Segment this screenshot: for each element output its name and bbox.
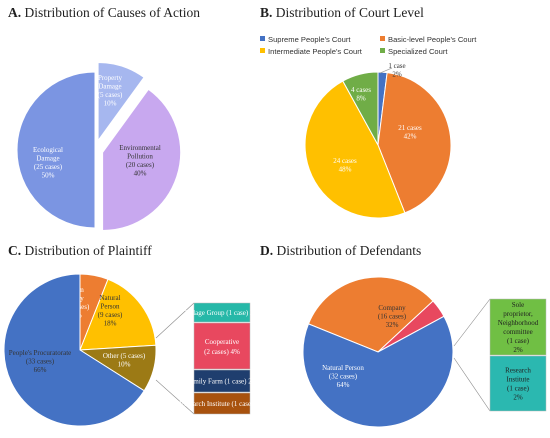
legend-label: Specialized Court (388, 47, 448, 56)
connector-line (453, 298, 491, 347)
legend-label: Supreme People's Court (268, 35, 351, 44)
slice-label: Property Damage (5 cases) 10% (98, 74, 123, 108)
slice-label: Natural Person (32 cases) 64% (322, 364, 364, 389)
breakdown-box (193, 392, 251, 415)
legend-swatch (260, 48, 265, 53)
slice-label: Other (5 cases) 10% (103, 352, 146, 369)
breakdown-box (489, 355, 547, 412)
slice-label: People's Procuratorate (33 cases) 66% (9, 349, 72, 374)
pie-slice (97, 61, 145, 143)
slice-label: Natural Person (9 cases) 18% (98, 294, 123, 328)
legend-swatch (260, 36, 265, 41)
breakdown-label: Research Institute (1 case) 2% (505, 367, 531, 402)
panel-b-legend: Supreme People's Court Basic-level People… (260, 35, 477, 56)
pie-slice (3, 273, 145, 427)
panel-b-pie: 21 cases 42% 24 cases 48% 4 cases 8% 1 case 2% (304, 62, 452, 219)
legend-label: Intermediate People's Court (268, 47, 363, 56)
breakdown-label: Research Institute (1 case) 2% (179, 400, 264, 408)
panel-a-title: A. Distribution of Causes of Action (8, 5, 200, 20)
pie-slice (304, 80, 406, 219)
panel-d-title: D. Distribution of Defendants (260, 243, 421, 258)
panel-b-title: B. Distribution of Court Level (260, 5, 424, 20)
breakdown-box (489, 298, 547, 356)
panel-a-pie: Property Damage (5 cases) 10% Environmental P… (16, 61, 182, 231)
connector-line (155, 379, 195, 415)
pie-slice (16, 71, 96, 229)
pie-slice (377, 72, 452, 214)
slice-label: 1 case 2% (388, 62, 405, 79)
slice-label: 4 cases 8% (351, 86, 371, 103)
slice-label: 24 cases 48% (333, 157, 357, 174)
pie-slice (307, 276, 434, 353)
slice-label: Environmental Pollution (20 cases) 40% (119, 144, 161, 178)
panel-c-title: C. Distribution of Plaintiff (8, 243, 152, 258)
slice-label: Ecological Damage (25 cases) 50% (33, 146, 63, 180)
breakdown-label: Sole proprietor, Neighborhood committee (1 c… (498, 301, 539, 354)
panel-d-breakdown: Sole proprietor, Neighborhood committee (1 c… (453, 298, 547, 412)
breakdown-label: Cooperative (2 cases) 4% (204, 338, 240, 356)
pie-slice (102, 88, 182, 231)
pie-slice (79, 278, 157, 351)
legend-label: Basic-level People's Court (388, 35, 477, 44)
connector-line (155, 302, 195, 339)
breakdown-label: Family Farm (1 case) 2% (186, 378, 257, 386)
breakdown-box (193, 302, 251, 323)
slice-label: 21 cases 42% (398, 124, 422, 141)
leader-line (379, 67, 393, 74)
legend-swatch (380, 36, 385, 41)
pie-slice (302, 315, 454, 428)
panel-c-breakdown: Village Group (1 case) 2% Cooperative (2 c… (155, 302, 265, 415)
panel-d-pie: Company(16 cases)32%Other (2 cases)4%Nat… (302, 276, 454, 428)
slice-label: Company (16 cases) 32% (378, 304, 407, 329)
breakdown-box (193, 322, 251, 370)
breakdown-box (193, 369, 251, 393)
breakdown-label: Village Group (1 case) 2% (185, 309, 260, 317)
legend-swatch (380, 48, 385, 53)
pie-slice (342, 71, 379, 146)
connector-line (453, 357, 491, 412)
